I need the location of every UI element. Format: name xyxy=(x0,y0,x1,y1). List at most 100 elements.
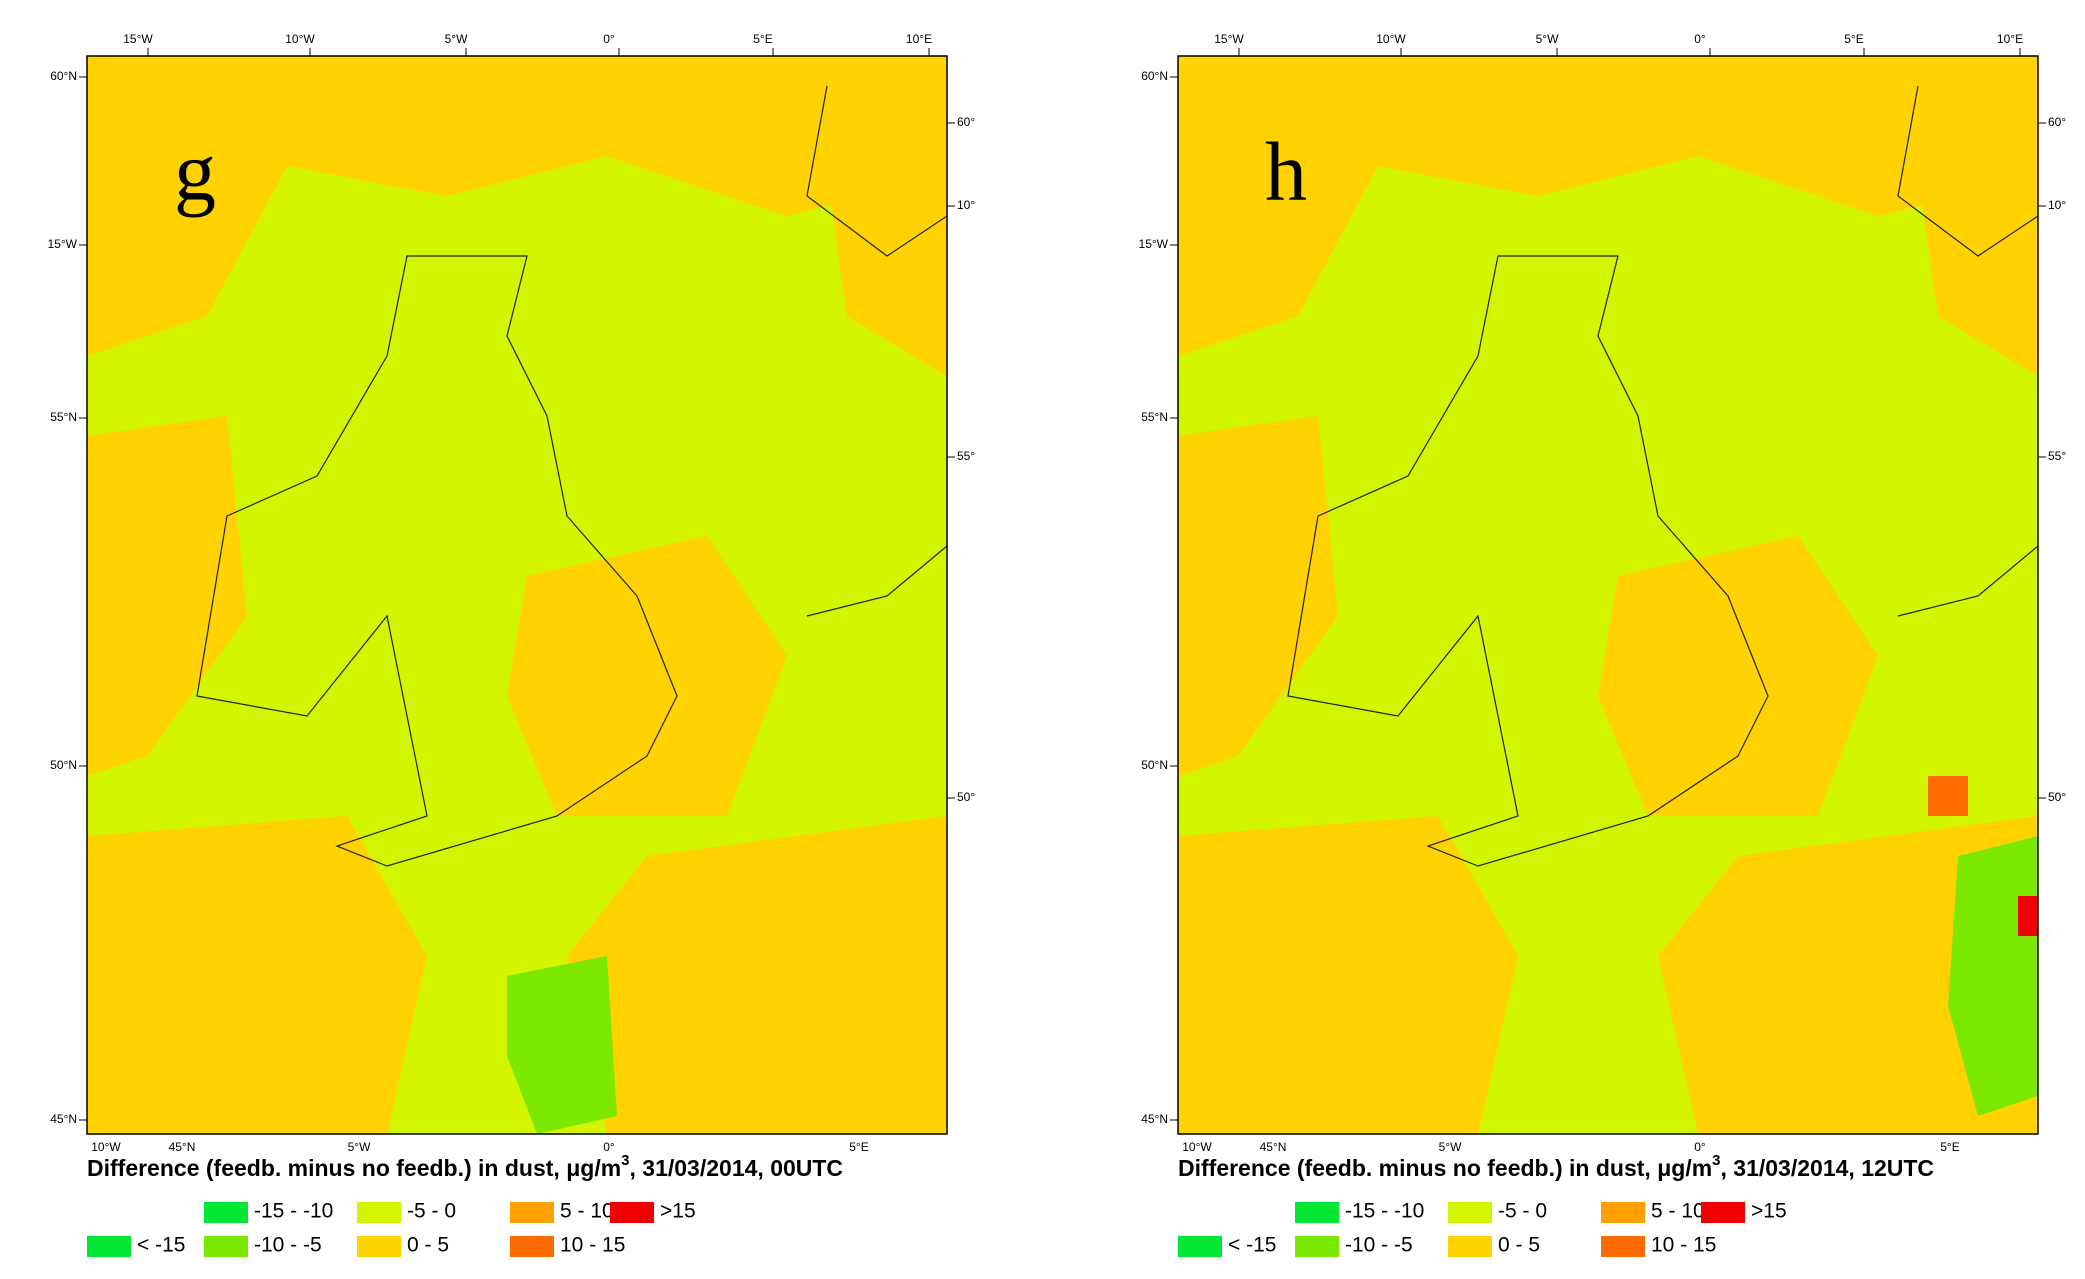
field-area xyxy=(2018,896,2038,936)
caption-sup: 3 xyxy=(1712,1152,1720,1169)
legend-label: 10 - 15 xyxy=(560,1234,625,1257)
top-label: 5°E xyxy=(753,32,772,46)
field-area xyxy=(1928,776,1968,816)
left-label: 45°N xyxy=(50,1112,77,1126)
field-area xyxy=(1178,816,1518,1134)
panel-letter: h xyxy=(1265,125,1307,218)
field-area xyxy=(87,416,247,776)
caption-text: , 31/03/2014, 00UTC xyxy=(630,1155,844,1181)
field-area xyxy=(787,56,947,376)
coastline xyxy=(196,255,678,867)
bottom-label: 10°W xyxy=(91,1140,121,1154)
field-area xyxy=(507,536,787,816)
legend-swatch xyxy=(204,1202,248,1223)
legend-swatch xyxy=(204,1236,248,1257)
bottom-label: 0° xyxy=(603,1140,615,1154)
top-label: 10°W xyxy=(1376,32,1406,46)
legend-swatch xyxy=(510,1202,554,1223)
bottom-label: 5°W xyxy=(1439,1140,1462,1154)
bottom-label: 5°E xyxy=(849,1140,868,1154)
right-label: 10° xyxy=(2048,198,2066,212)
left-label: 55°N xyxy=(50,410,77,424)
map-frame xyxy=(1177,55,2039,1135)
left-label: 50°N xyxy=(1141,758,1168,772)
caption-sup: 3 xyxy=(621,1152,629,1169)
legend-label: 5 - 10 xyxy=(1651,1200,1705,1223)
map-panel: g 15°W 10°W 5°W 0° 5°E 10°E 60°N 15°W 55°N 50°N 45°… xyxy=(48,32,975,1257)
top-label: 5°W xyxy=(1536,32,1559,46)
caption-text: Difference (feedb. minus no feedb.) in d… xyxy=(87,1155,621,1181)
field-area xyxy=(507,956,617,1134)
right-label: 50° xyxy=(957,790,975,804)
left-label: 45°N xyxy=(1141,1112,1168,1126)
legend-label: 0 - 5 xyxy=(1498,1234,1540,1257)
legend-label: 10 - 15 xyxy=(1651,1234,1716,1257)
legend-label: -15 - -10 xyxy=(1345,1200,1424,1223)
left-label: 55°N xyxy=(1141,410,1168,424)
legend-swatch xyxy=(610,1202,654,1223)
legend-swatch xyxy=(1601,1202,1645,1223)
coastline xyxy=(1287,255,1769,867)
legend-label: 0 - 5 xyxy=(407,1234,449,1257)
field-area xyxy=(1658,816,2038,1134)
bottom-label: 5°W xyxy=(348,1140,371,1154)
coastline xyxy=(1897,85,2039,617)
legend-swatch xyxy=(1448,1236,1492,1257)
left-label: 15°W xyxy=(48,237,78,251)
legend-swatch xyxy=(1178,1236,1222,1257)
caption: Difference (feedb. minus no feedb.) in d… xyxy=(87,1152,843,1181)
left-label: 50°N xyxy=(50,758,77,772)
legend-label: -10 - -5 xyxy=(1345,1234,1413,1257)
field-area xyxy=(1178,416,1338,776)
legend-label: 5 - 10 xyxy=(560,1200,614,1223)
legend-swatch xyxy=(510,1236,554,1257)
left-label: 60°N xyxy=(50,69,77,83)
top-label: 15°W xyxy=(123,32,153,46)
right-label: 50° xyxy=(2048,790,2066,804)
right-label: 10° xyxy=(957,198,975,212)
field-area xyxy=(1178,56,2038,356)
bottom-label: 5°E xyxy=(1940,1140,1959,1154)
top-label: 10°W xyxy=(285,32,315,46)
legend-swatch xyxy=(1295,1236,1339,1257)
top-label: 10°E xyxy=(1997,32,2023,46)
top-label: 5°E xyxy=(1844,32,1863,46)
top-label: 5°W xyxy=(445,32,468,46)
top-label: 10°E xyxy=(906,32,932,46)
left-label: 15°W xyxy=(1139,237,1169,251)
panel-letter: g xyxy=(174,125,216,218)
legend-label: >15 xyxy=(660,1200,696,1223)
bottom-label: 0° xyxy=(1694,1140,1706,1154)
legend-label: < -15 xyxy=(1228,1234,1276,1257)
top-label: 0° xyxy=(1694,32,1706,46)
field-area xyxy=(87,816,427,1134)
legend-label: -5 - 0 xyxy=(1498,1200,1547,1223)
bottom-label: 10°W xyxy=(1182,1140,1212,1154)
field-area xyxy=(1948,836,2038,1116)
legend-label: >15 xyxy=(1751,1200,1787,1223)
legend-label: -5 - 0 xyxy=(407,1200,456,1223)
right-label: 60° xyxy=(957,115,975,129)
coastline xyxy=(806,85,948,617)
field-area xyxy=(87,56,947,356)
caption-text: , 31/03/2014, 12UTC xyxy=(1721,1155,1935,1181)
map-frame xyxy=(86,55,948,1135)
field-area xyxy=(1598,536,1878,816)
legend-label: < -15 xyxy=(137,1234,185,1257)
caption-text: Difference (feedb. minus no feedb.) in d… xyxy=(1178,1155,1712,1181)
left-label: 60°N xyxy=(1141,69,1168,83)
legend-label: -10 - -5 xyxy=(254,1234,322,1257)
legend-swatch xyxy=(1601,1236,1645,1257)
right-label: 55° xyxy=(957,449,975,463)
legend-swatch xyxy=(1448,1202,1492,1223)
field-area xyxy=(1878,56,2038,376)
bottom-label: 45°N xyxy=(1260,1140,1287,1154)
legend-swatch xyxy=(357,1236,401,1257)
legend-label: -15 - -10 xyxy=(254,1200,333,1223)
caption: Difference (feedb. minus no feedb.) in d… xyxy=(1178,1152,1934,1181)
right-label: 55° xyxy=(2048,449,2066,463)
map-panel: h 15°W 10°W 5°W 0° 5°E 10°E 60°N 15°W 55°N 50°N 45°… xyxy=(1139,32,2066,1257)
top-label: 0° xyxy=(603,32,615,46)
bottom-label: 45°N xyxy=(169,1140,196,1154)
legend-swatch xyxy=(1701,1202,1745,1223)
